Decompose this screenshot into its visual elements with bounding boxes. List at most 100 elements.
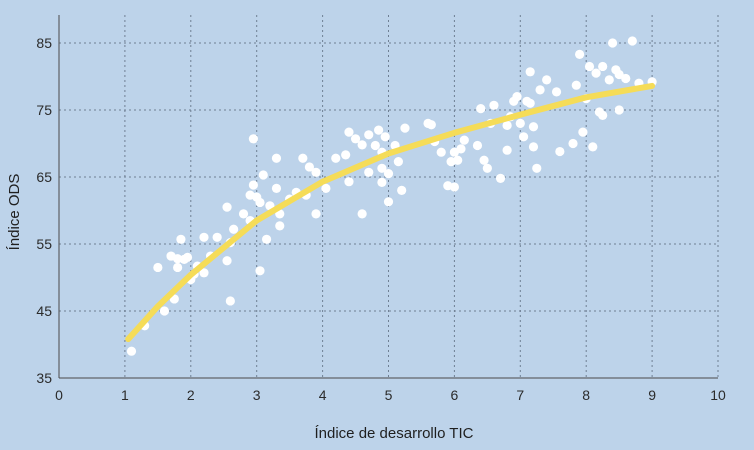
scatter-point bbox=[578, 127, 588, 137]
scatter-point bbox=[271, 153, 282, 163]
scatter-point bbox=[176, 234, 186, 244]
scatter-point bbox=[255, 197, 265, 208]
scatter-point bbox=[588, 142, 598, 152]
x-tick-label: 9 bbox=[648, 387, 656, 403]
scatter-point bbox=[515, 118, 525, 128]
x-axis-title: Índice de desarrollo TIC bbox=[315, 425, 474, 442]
scatter-point bbox=[614, 105, 624, 115]
x-tick-label: 5 bbox=[385, 387, 393, 403]
scatter-point bbox=[621, 73, 631, 84]
scatter-point bbox=[525, 98, 535, 108]
scatter-point bbox=[584, 61, 595, 72]
x-tick-label: 3 bbox=[253, 387, 261, 403]
scatter-point bbox=[607, 38, 618, 48]
y-tick-label: 85 bbox=[36, 35, 52, 51]
scatter-point bbox=[341, 150, 351, 160]
scatter-point bbox=[598, 110, 608, 120]
scatter-point bbox=[555, 146, 565, 157]
trendline bbox=[125, 82, 656, 343]
scatter-point bbox=[393, 156, 403, 167]
scatter-point bbox=[331, 153, 341, 163]
scatter-point bbox=[456, 144, 466, 154]
scatter-point bbox=[482, 163, 492, 173]
scatter-point bbox=[495, 173, 506, 183]
scatter-point bbox=[364, 167, 374, 177]
scatter-point bbox=[383, 197, 394, 207]
y-tick-label: 55 bbox=[36, 236, 52, 252]
scatter-point bbox=[261, 234, 272, 244]
scatter-point bbox=[364, 130, 374, 140]
scatter-point bbox=[542, 75, 552, 85]
scatter-point bbox=[238, 209, 249, 219]
scatter-point bbox=[453, 155, 463, 165]
y-tick-label: 65 bbox=[36, 169, 52, 185]
scatter-point bbox=[436, 147, 446, 157]
scatter-point bbox=[222, 202, 232, 212]
scatter-point bbox=[311, 167, 321, 177]
scatter-point bbox=[212, 232, 222, 242]
scatter-point bbox=[311, 209, 321, 219]
axes bbox=[58, 15, 718, 379]
scatter-point bbox=[397, 185, 407, 195]
scatter-point bbox=[568, 138, 578, 149]
grid bbox=[59, 15, 719, 378]
scatter-point bbox=[571, 80, 581, 90]
scatter-point bbox=[258, 170, 268, 180]
scatter-point bbox=[304, 162, 315, 172]
scatter-point bbox=[275, 221, 285, 231]
scatter-point bbox=[182, 252, 193, 262]
scatter-point bbox=[479, 155, 489, 165]
y-axis-title: Índice ODS bbox=[6, 174, 23, 251]
scatter-point bbox=[591, 68, 601, 78]
scatter-point bbox=[357, 209, 367, 219]
scatter-point bbox=[159, 306, 170, 316]
scatter-point bbox=[383, 169, 394, 179]
scatter-point bbox=[502, 120, 512, 131]
scatter-point bbox=[528, 142, 539, 152]
scatter-point bbox=[377, 163, 387, 173]
scatter-point bbox=[271, 183, 282, 193]
trendline-layer bbox=[125, 82, 656, 343]
scatter-point bbox=[528, 122, 539, 132]
scatter-point bbox=[225, 296, 235, 306]
scatter-point bbox=[374, 125, 384, 135]
scatter-point bbox=[472, 140, 483, 151]
scatter-point bbox=[535, 85, 545, 95]
scatter-point bbox=[476, 104, 486, 114]
scatter-point bbox=[614, 69, 624, 80]
scatter-point bbox=[298, 153, 308, 163]
x-tick-label: 7 bbox=[516, 387, 524, 403]
scatter-point bbox=[426, 120, 436, 130]
scatter-point bbox=[532, 163, 542, 173]
x-tick-label: 2 bbox=[187, 387, 195, 403]
scatter-point bbox=[357, 140, 367, 150]
scatter-point bbox=[377, 177, 387, 187]
scatter-point bbox=[248, 134, 259, 144]
x-tick-label: 6 bbox=[451, 387, 459, 403]
scatter-point bbox=[153, 262, 163, 273]
y-tick-label: 75 bbox=[36, 102, 52, 118]
y-tick-label: 45 bbox=[36, 303, 52, 319]
scatter-point bbox=[344, 177, 354, 187]
scatter-point bbox=[199, 232, 209, 242]
x-tick-label: 10 bbox=[710, 387, 726, 403]
x-tick-label: 1 bbox=[121, 387, 129, 403]
y-tick-label: 35 bbox=[36, 370, 52, 386]
scatter-point bbox=[199, 268, 209, 278]
scatter-point bbox=[380, 132, 390, 142]
x-tick-label: 0 bbox=[55, 387, 63, 403]
scatter-point bbox=[598, 61, 608, 72]
scatter-point bbox=[255, 266, 265, 276]
scatter-point bbox=[126, 346, 137, 356]
scatter-point bbox=[173, 262, 183, 273]
scatter-point bbox=[248, 180, 259, 190]
scatter-point bbox=[400, 123, 410, 133]
scatter-point bbox=[502, 145, 512, 155]
x-tick-label: 8 bbox=[582, 387, 590, 403]
scatter-point bbox=[525, 67, 535, 77]
scatter-point bbox=[459, 135, 469, 145]
scatter-point bbox=[518, 132, 529, 142]
